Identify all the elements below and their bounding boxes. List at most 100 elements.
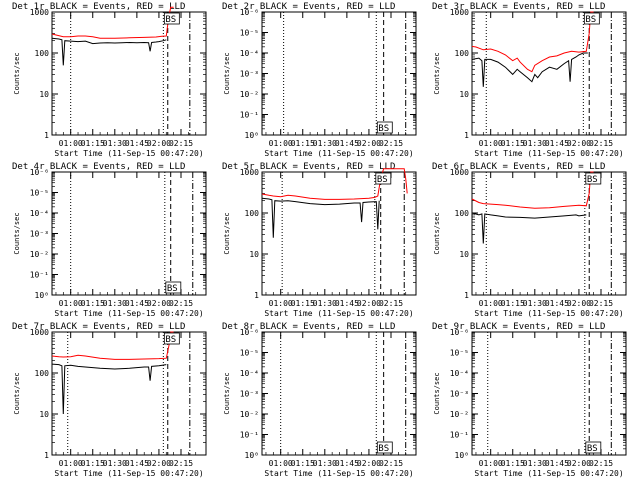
y-tick-label: 10 (459, 90, 469, 99)
y-tick-label: 10 (459, 250, 469, 259)
x-tick-label: 01:15 (291, 299, 315, 308)
y-tick-label: 1 (44, 451, 49, 460)
x-axis-label: Start Time (11-Sep-15 00:47:20) (264, 149, 413, 158)
x-tick-label: 02:00 (357, 299, 381, 308)
bs-marker-label: BS (377, 175, 388, 185)
series-lld-line (471, 11, 594, 73)
x-tick-label: 01:45 (335, 459, 359, 468)
x-axis-label: Start Time (11-Sep-15 00:47:20) (474, 149, 623, 158)
bs-marker-box (376, 121, 393, 134)
series-lld-line (471, 171, 594, 209)
y-tick-label: 10⁻⁶ (240, 8, 259, 17)
x-tick-label: 01:30 (103, 139, 127, 148)
x-tick-label: 01:00 (59, 299, 83, 308)
y-axis-label: Counts/sec (223, 52, 231, 94)
axes-frame (51, 171, 207, 296)
panel-title: Det 5r BLACK = Events, RED = LLD (222, 162, 395, 172)
x-tick-label: 01:00 (59, 459, 83, 468)
x-tick-label: 02:15 (589, 459, 613, 468)
y-tick-label: 1000 (450, 8, 469, 17)
y-tick-label: 10⁻² (30, 250, 49, 259)
axes-frame (51, 11, 207, 136)
x-tick-label: 01:15 (291, 459, 315, 468)
bs-marker-label: BS (165, 15, 176, 25)
x-tick-label: 02:15 (589, 139, 613, 148)
x-tick-label: 01:45 (335, 299, 359, 308)
bs-marker-box (165, 281, 182, 294)
y-tick-label: 1000 (30, 328, 49, 337)
bs-marker-label: BS (167, 284, 178, 294)
x-tick-label: 01:45 (545, 139, 569, 148)
x-tick-label: 01:30 (313, 299, 337, 308)
x-tick-label: 01:30 (313, 139, 337, 148)
x-tick-label: 01:45 (125, 139, 149, 148)
y-tick-label: 10⁻³ (240, 390, 259, 399)
x-axis-label: Start Time (11-Sep-15 00:47:20) (54, 309, 203, 318)
x-tick-label: 01:00 (269, 139, 293, 148)
y-tick-label: 10⁻⁴ (450, 369, 469, 378)
y-tick-label: 10⁻⁴ (240, 369, 259, 378)
x-axis-label: Start Time (11-Sep-15 00:47:20) (54, 469, 203, 478)
x-tick-label: 02:00 (567, 139, 591, 148)
bs-marker-label: BS (378, 124, 389, 134)
panel-title: Det 2r BLACK = Events, RED = LLD (222, 2, 395, 12)
y-tick-label: 10⁻² (450, 410, 469, 419)
y-tick-label: 10⁻⁴ (240, 49, 259, 58)
y-tick-label: 1000 (450, 168, 469, 177)
x-axis-label: Start Time (11-Sep-15 00:47:20) (474, 309, 623, 318)
y-tick-label: 10⁻¹ (30, 271, 49, 280)
x-tick-label: 01:30 (523, 459, 547, 468)
x-tick-label: 02:00 (147, 139, 171, 148)
x-tick-label: 01:30 (523, 139, 547, 148)
panel-title: Det 4r BLACK = Events, RED = LLD (12, 162, 185, 172)
x-tick-label: 01:45 (335, 139, 359, 148)
bs-marker-box (583, 12, 600, 25)
axes-frame (471, 11, 627, 136)
y-axis-label: Counts/sec (13, 212, 21, 254)
x-tick-label: 01:00 (59, 139, 83, 148)
axes-frame (471, 331, 627, 456)
panel-title: Det 1r BLACK = Events, RED = LLD (12, 2, 185, 12)
y-tick-label: 10⁻¹ (240, 111, 259, 120)
axes-frame (51, 331, 207, 456)
chart-panel-1: Det 1r BLACK = Events, RED = LLD 1 10 100 10… (12, 2, 207, 158)
y-tick-label: 1 (44, 131, 49, 140)
chart-panel-7: Det 7r BLACK = Events, RED = LLD 1 10 100 10… (12, 322, 207, 478)
x-tick-label: 01:00 (269, 459, 293, 468)
bs-marker-label: BS (587, 444, 598, 454)
x-tick-label: 01:30 (523, 299, 547, 308)
x-tick-label: 01:00 (479, 139, 503, 148)
bs-marker-box (376, 441, 393, 454)
y-tick-label: 10⁰ (35, 291, 49, 300)
x-tick-label: 02:00 (147, 299, 171, 308)
axes-frame (261, 331, 417, 456)
x-tick-label: 01:15 (291, 139, 315, 148)
axes-frame (261, 11, 417, 136)
y-axis-label: Counts/sec (13, 372, 21, 414)
x-axis-label: Start Time (11-Sep-15 00:47:20) (474, 469, 623, 478)
y-tick-label: 1 (464, 291, 469, 300)
bs-marker-box (585, 441, 602, 454)
x-tick-label: 01:30 (103, 459, 127, 468)
series-events-line (471, 52, 588, 87)
series-lld-line (51, 331, 174, 360)
y-tick-label: 10⁻¹ (240, 431, 259, 440)
y-tick-label: 10⁻² (240, 90, 259, 99)
x-tick-label: 01:45 (545, 459, 569, 468)
y-tick-label: 1 (254, 291, 259, 300)
y-tick-label: 10⁻³ (30, 230, 49, 239)
axes-frame (471, 171, 627, 296)
series-lld-line (51, 6, 174, 39)
x-tick-label: 01:15 (81, 459, 105, 468)
x-tick-label: 01:15 (501, 139, 525, 148)
y-tick-label: 1000 (240, 168, 259, 177)
y-tick-label: 10⁰ (245, 451, 259, 460)
x-tick-label: 01:45 (125, 299, 149, 308)
series-events-line (51, 363, 167, 415)
x-tick-label: 01:00 (479, 459, 503, 468)
x-tick-label: 01:15 (81, 139, 105, 148)
chart-panel-6: Det 6r BLACK = Events, RED = LLD 1 10 100 10… (432, 162, 627, 318)
x-axis-label: Start Time (11-Sep-15 00:47:20) (54, 149, 203, 158)
x-axis-label: Start Time (11-Sep-15 00:47:20) (264, 309, 413, 318)
chart-panel-8: Det 8r BLACK = Events, RED = LLD 10⁰ 10⁻¹ 1… (222, 322, 417, 478)
